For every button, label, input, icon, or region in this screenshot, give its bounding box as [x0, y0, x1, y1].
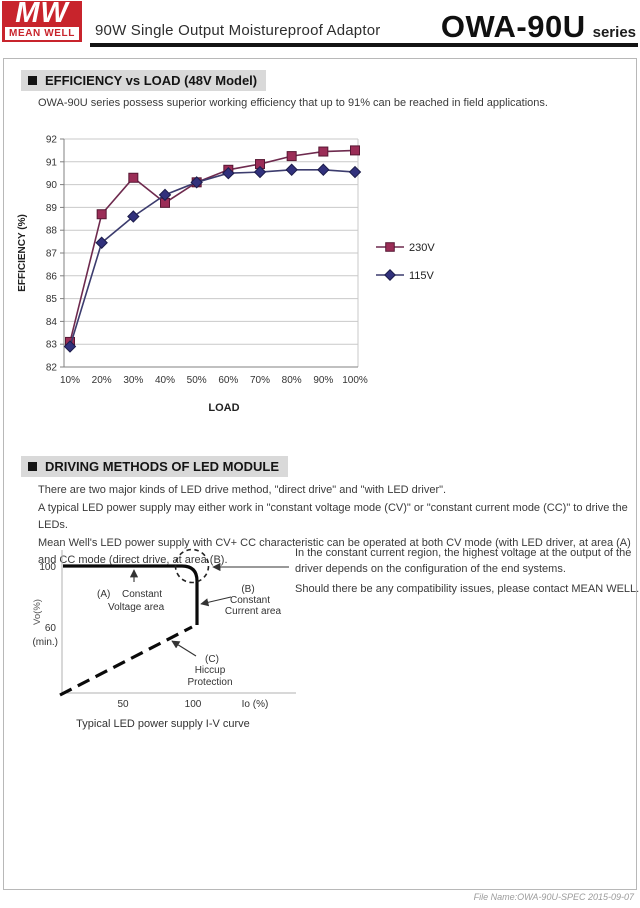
- product-series-label: series: [592, 24, 636, 41]
- chart-axes: [60, 138, 358, 368]
- chart-x-axis-title: LOAD: [208, 402, 239, 414]
- x-tick-label: 100%: [342, 375, 368, 386]
- area-b-arrow: [200, 596, 232, 607]
- y-tick-label: 83: [46, 340, 58, 351]
- area-b-line1: Constant: [230, 595, 270, 606]
- diagram-caption: Typical LED power supply I-V curve: [76, 718, 250, 730]
- logo-mw-mark: MW: [15, 0, 69, 29]
- series-115V: [63, 163, 362, 353]
- efficiency-vs-load-chart: 82 83 84 85 86 87 88 89 90 91 92 10% 20% 30% 40% 50% 60%…: [17, 135, 435, 415]
- area-a-line1: Constant: [122, 589, 162, 600]
- note-paragraph-1: In the constant current region, the high…: [295, 547, 632, 575]
- y-tick-label: 92: [46, 135, 58, 146]
- x-tick-label: 80%: [282, 375, 302, 386]
- x-tick-label: 90%: [313, 375, 333, 386]
- legend-label: 115V: [409, 270, 435, 282]
- y-tick-label: 88: [46, 226, 58, 237]
- y-min-note: (min.): [32, 637, 58, 648]
- note-paragraph-2: Should there be any compatibility issues…: [295, 583, 640, 595]
- logo-name-band: MEAN WELL: [5, 27, 79, 40]
- corner-highlight-circle: [174, 548, 210, 584]
- x-tick-label: 10%: [60, 375, 80, 386]
- y-tick-label: 90: [46, 180, 58, 191]
- header-rule: [90, 43, 638, 47]
- footer-file-info: File Name:OWA-90U-SPEC 2015-09-07: [473, 892, 634, 902]
- chart-legend: 230V 115V: [376, 242, 435, 282]
- section-heading-driving: DRIVING METHODS OF LED MODULE: [21, 456, 288, 477]
- area-a-id: (A): [97, 589, 110, 600]
- y-tick-label: 82: [46, 363, 58, 374]
- driving-line-2: A typical LED power supply may either wo…: [38, 501, 628, 532]
- x-tick-label: 50%: [187, 375, 207, 386]
- y-min-label: 60: [45, 623, 57, 634]
- page-subtitle: 90W Single Output Moistureproof Adaptor: [95, 22, 381, 39]
- section-bullet-icon: [28, 76, 37, 85]
- content-border: [3, 58, 637, 890]
- series-230V: [65, 145, 360, 347]
- x-tick-label: 40%: [155, 375, 175, 386]
- y-max-label: 100: [39, 562, 56, 573]
- section-bullet-icon: [28, 462, 37, 471]
- section-heading-efficiency: EFFICIENCY vs LOAD (48V Model): [21, 70, 267, 91]
- y-tick-label: 86: [46, 271, 58, 282]
- diagram-y-axis-title: Vo(%): [32, 599, 43, 625]
- x-tick-label: 30%: [123, 375, 143, 386]
- y-tick-label: 89: [46, 203, 58, 214]
- y-tick-label: 84: [46, 317, 58, 328]
- diagram-x-axis-title: Io (%): [242, 699, 269, 710]
- product-title: OWA-90U series: [441, 9, 636, 45]
- area-b-id: (B): [241, 584, 254, 595]
- constant-current-note: In the constant current region, the high…: [295, 546, 640, 603]
- chart-axis-labels: 82 83 84 85 86 87 88 89 90 91 92 10% 20% 30% 40% 50% 60%…: [17, 135, 368, 415]
- x-tick-50: 50: [117, 699, 129, 710]
- product-name: OWA-90U: [440, 9, 586, 44]
- area-c-line2: Protection: [187, 677, 232, 688]
- legend-label: 230V: [409, 242, 435, 254]
- section-title: EFFICIENCY vs LOAD (48V Model): [45, 73, 258, 88]
- x-tick-label: 20%: [92, 375, 112, 386]
- driving-description: There are two major kinds of LED drive m…: [38, 482, 640, 570]
- area-b-line2: Current area: [225, 606, 282, 617]
- driving-line-3: Mean Well's LED power supply with CV+ CC…: [38, 536, 631, 567]
- chart-grid: [64, 138, 359, 367]
- y-tick-label: 87: [46, 249, 58, 260]
- section-title: DRIVING METHODS OF LED MODULE: [45, 459, 279, 474]
- y-tick-label: 85: [46, 294, 58, 305]
- x-tick-label: 60%: [218, 375, 238, 386]
- area-c-line1: Hiccup: [195, 665, 226, 676]
- mean-well-logo: MW MEAN WELL: [2, 0, 82, 42]
- area-c-arrow: [171, 640, 197, 657]
- iv-curve-diagram: 100 Vo(%) 60 (min.) 50 100 Io (%) (A) Co…: [32, 548, 296, 730]
- efficiency-description: OWA-90U series possess superior working …: [38, 97, 548, 109]
- x-tick-label: 70%: [250, 375, 270, 386]
- area-a-line2: Voltage area: [108, 602, 165, 613]
- hiccup-dashed-line: [59, 625, 193, 697]
- driving-line-1: There are two major kinds of LED drive m…: [38, 484, 447, 496]
- x-tick-100: 100: [185, 699, 202, 710]
- logo-name-text: MEAN WELL: [9, 28, 75, 39]
- chart-y-axis-title: EFFICIENCY (%): [17, 214, 28, 292]
- y-tick-label: 91: [46, 157, 58, 168]
- area-c-id: (C): [205, 654, 219, 665]
